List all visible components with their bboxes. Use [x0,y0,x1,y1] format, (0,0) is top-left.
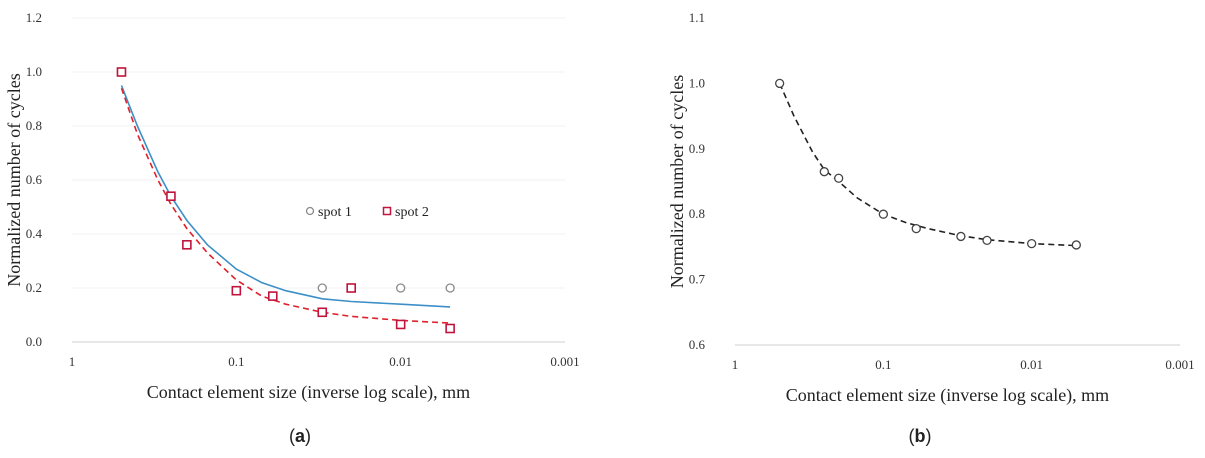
y-tick-label: 0.7 [689,272,706,287]
data-point-square [116,67,127,77]
data-point-square [346,283,356,293]
trendline-dashed [778,83,1077,247]
caption-a: (a) [288,426,311,446]
data-point-circle [396,283,406,293]
caption-b-letter: b [914,426,926,446]
caption-a-letter: a [294,426,305,446]
chart-panel-b: 0.6 0.7 0.8 0.9 1.0 1.1 1 0.1 0.01 0.001 Contact e… [605,0,1205,458]
y-tick-label: 1.1 [689,10,705,25]
y-axis-label: Normalized number of cycles [667,75,687,288]
y-tick-label: 0.6 [26,172,43,187]
legend-marker-square [382,206,392,216]
legend-label: spot 2 [395,205,429,220]
data-point-circle [445,283,455,293]
y-tick-label: 0.6 [689,337,706,352]
y-tick-label: 1.0 [26,64,42,79]
y-tick-label: 1.0 [689,75,705,90]
x-tick-label: 0.01 [1020,357,1043,372]
x-tick-label: 0.001 [1165,357,1194,372]
data-point-circle [1071,240,1081,250]
data-point-square [182,240,192,250]
x-axis-label: Contact element size (inverse log scale)… [147,382,470,403]
data-point-square [267,291,278,301]
legend-marker-circle [305,206,315,216]
data-point-square [317,307,328,318]
data-point-square [445,323,455,334]
chart-a-svg: 0.0 0.2 0.4 0.6 0.8 1.0 1.2 1 0.1 0.01 0.001 Contac… [4,10,580,403]
data-point-circle [819,167,829,177]
x-tick-label: 0.1 [875,357,891,372]
y-tick-label: 0.2 [26,280,42,295]
chart-panel-a: 0.0 0.2 0.4 0.6 0.8 1.0 1.2 1 0.1 0.01 0.001 Contac… [0,0,600,458]
data-point-square [231,285,242,296]
y-tick-label: 0.8 [26,118,42,133]
data-point-circle [982,235,992,246]
data-point-circle [956,231,966,242]
y-tick-label: 1.2 [26,10,42,25]
x-axis-label: Contact element size (inverse log scale)… [786,385,1109,406]
data-point-circle [775,78,785,89]
caption-b: (b) [908,426,932,446]
data-point-square [395,319,406,330]
y-tick-label: 0.9 [689,141,705,156]
y-tick-label: 0.4 [26,226,43,241]
data-point-circle [834,173,844,183]
x-tick-label: 1 [69,354,76,369]
y-tick-label: 0.8 [689,206,705,221]
data-point-circle [1027,238,1037,249]
chart-b-svg: 0.6 0.7 0.8 0.9 1.0 1.1 1 0.1 0.01 0.001 Contact e… [667,10,1195,406]
data-point-circle [317,283,327,293]
data-point-circle [911,223,921,234]
data-point-square [166,191,176,201]
x-tick-label: 0.1 [228,354,244,369]
trendline-solid [120,85,451,308]
y-tick-label: 0.0 [26,334,42,349]
x-tick-label: 0.001 [550,354,579,369]
x-tick-label: 1 [732,357,739,372]
data-point-circle [878,209,888,219]
y-axis-label: Normalized number of cycles [4,73,24,286]
legend-label: spot 1 [318,205,352,220]
x-tick-label: 0.01 [389,354,412,369]
